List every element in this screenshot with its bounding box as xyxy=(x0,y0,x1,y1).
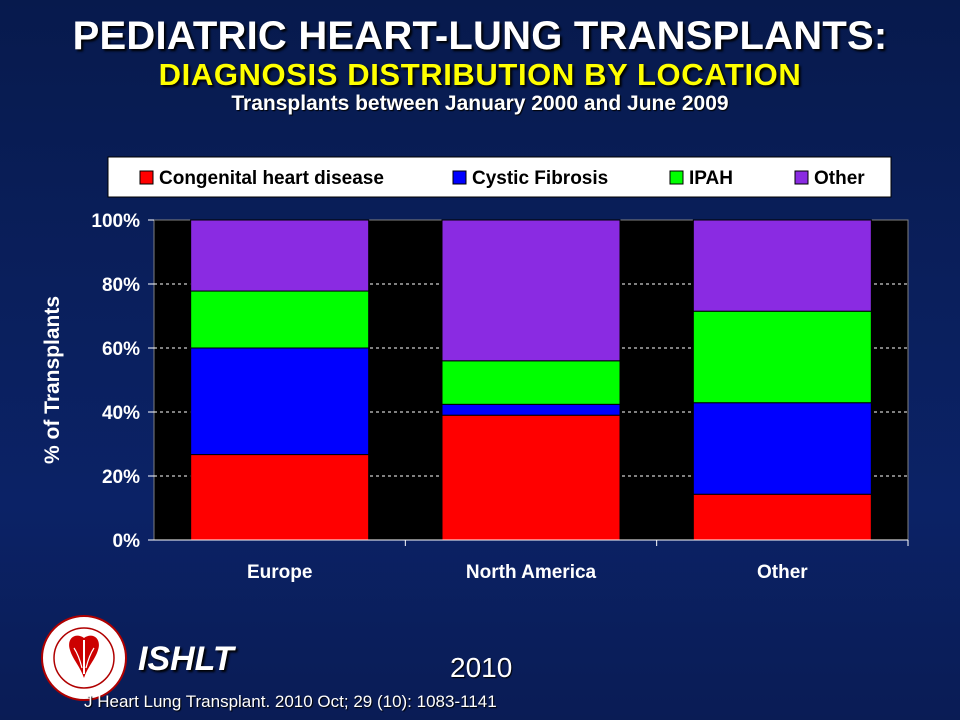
page-caption: Transplants between January 2000 and Jun… xyxy=(231,92,729,115)
x-tick-label: Other xyxy=(757,562,808,583)
bar-segment xyxy=(441,219,621,362)
y-tick-label: 60% xyxy=(102,339,140,360)
legend-box xyxy=(107,156,892,198)
page-subtitle: DIAGNOSIS DISTRIBUTION BY LOCATION xyxy=(158,57,802,92)
bar-segment xyxy=(190,290,370,349)
bar-segment xyxy=(692,402,872,495)
x-tick-label: Europe xyxy=(247,562,312,583)
bar-segment xyxy=(190,454,370,541)
y-tick-label: 100% xyxy=(91,211,140,232)
y-axis-label: % of Transplants xyxy=(41,296,64,464)
legend-swatch xyxy=(139,170,154,185)
legend-label: Cystic Fibrosis xyxy=(472,168,608,189)
bar-segment xyxy=(441,414,621,541)
ishlt-logo xyxy=(41,615,127,701)
legend-swatch xyxy=(452,170,467,185)
y-tick-label: 40% xyxy=(102,403,140,424)
bar-segment xyxy=(692,219,872,312)
bar-segment xyxy=(441,360,621,405)
bar-segment xyxy=(692,493,872,541)
year-label: 2010 xyxy=(450,652,513,683)
y-tick-label: 20% xyxy=(102,467,140,488)
y-tick-label: 0% xyxy=(113,531,141,552)
legend-swatch xyxy=(669,170,684,185)
x-tick-label: North America xyxy=(466,562,597,583)
bar-segment xyxy=(190,347,370,456)
bar-segment xyxy=(441,403,621,416)
organization-name: ISHLT xyxy=(138,640,234,678)
bar-segment xyxy=(190,219,370,292)
legend-label: Congenital heart disease xyxy=(159,168,384,189)
bar-segment xyxy=(692,310,872,404)
legend-label: Other xyxy=(814,168,865,189)
citation: J Heart Lung Transplant. 2010 Oct; 29 (1… xyxy=(84,692,497,711)
y-tick-label: 80% xyxy=(102,275,140,296)
legend-label: IPAH xyxy=(689,168,733,189)
legend: Congenital heart disease Cystic Fibrosis I… xyxy=(107,156,892,198)
plot-area: 0% 20% 40% 60% 80% 100% % of Transplants Europe… xyxy=(41,211,909,583)
title-block: PEDIATRIC HEART-LUNG TRANSPLANTS: DIAGNO… xyxy=(0,14,960,116)
stacked-bar-chart: Congenital heart disease Cystic Fibrosis I… xyxy=(41,156,909,583)
page-title: PEDIATRIC HEART-LUNG TRANSPLANTS: xyxy=(72,14,888,58)
legend-swatch xyxy=(794,170,809,185)
